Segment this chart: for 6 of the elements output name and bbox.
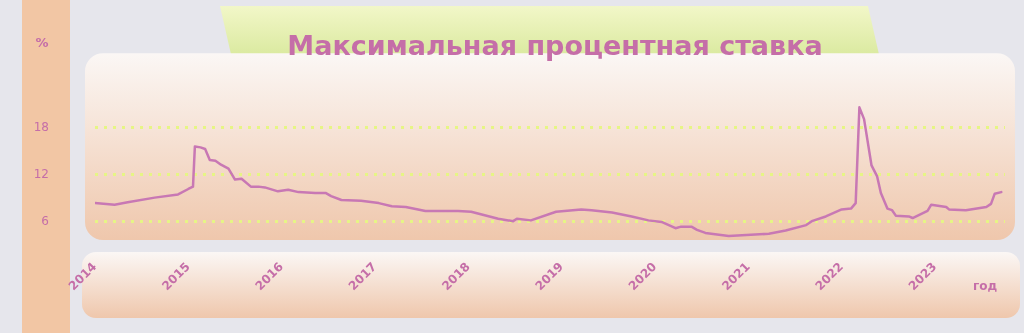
chart-title: Максимальная процентная ставка [286, 30, 824, 61]
y-tick-label: 6 [41, 214, 49, 229]
x-axis-title: год [972, 279, 998, 294]
y-tick-label: 12 [33, 166, 49, 181]
y-tick-label: 18 [33, 119, 49, 134]
y-axis-title: % [35, 35, 49, 51]
